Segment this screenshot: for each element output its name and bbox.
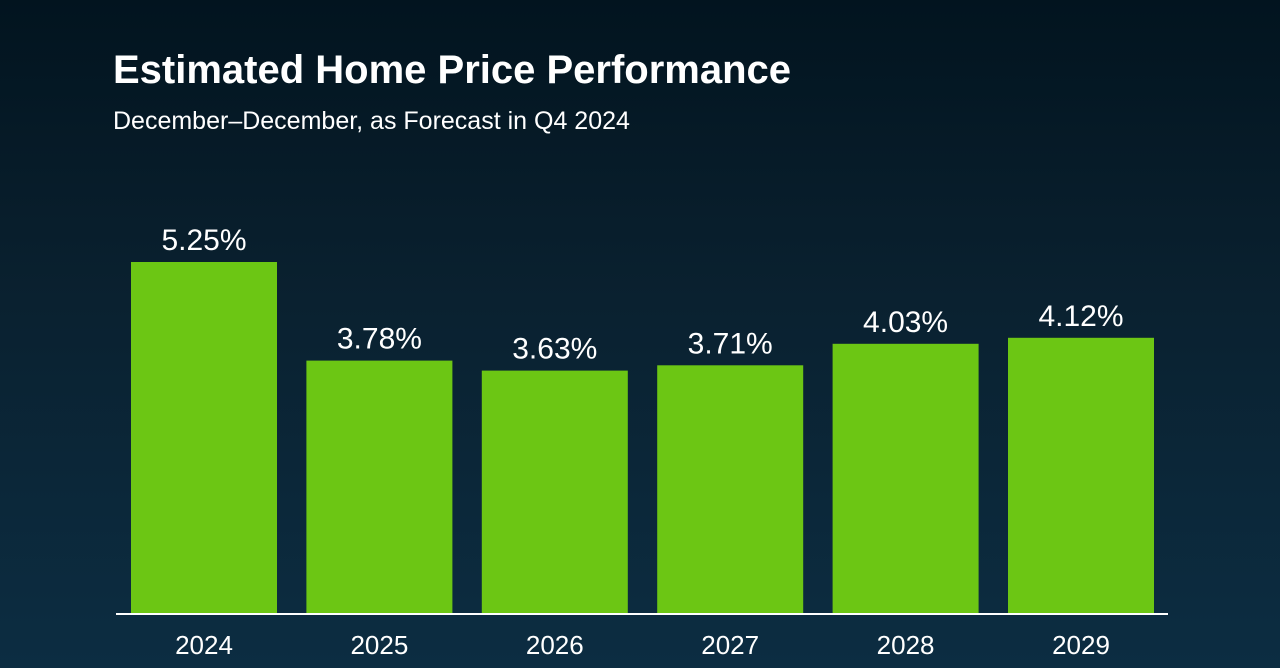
value-label-2026: 3.63% xyxy=(512,333,597,366)
bar-2024 xyxy=(131,262,277,614)
value-label-2028: 4.03% xyxy=(863,306,948,339)
bar-2026 xyxy=(481,370,628,614)
bars-group xyxy=(131,262,1154,614)
category-labels-group: 2024 2025 2026 2027 2028 2029 xyxy=(175,630,1110,660)
value-labels-group: 5.25% 3.78% 3.63% 3.71% 4.03% 4.12% xyxy=(161,224,1123,366)
value-label-2027: 3.71% xyxy=(688,327,773,360)
bar-2029 xyxy=(1008,337,1154,614)
value-label-2029: 4.12% xyxy=(1038,300,1123,333)
value-label-2025: 3.78% xyxy=(337,323,422,356)
bar-2027 xyxy=(657,365,804,614)
chart-title: Estimated Home Price Performance xyxy=(113,48,792,92)
bar-2028 xyxy=(832,343,979,614)
bar-2025 xyxy=(306,360,453,614)
category-label-2025: 2025 xyxy=(350,630,408,660)
category-label-2026: 2026 xyxy=(526,630,584,660)
category-label-2027: 2027 xyxy=(701,630,759,660)
value-label-2024: 5.25% xyxy=(161,224,246,257)
category-label-2029: 2029 xyxy=(1052,630,1110,660)
category-label-2024: 2024 xyxy=(175,630,233,660)
chart-subtitle: December–December, as Forecast in Q4 202… xyxy=(113,107,630,135)
category-label-2028: 2028 xyxy=(877,630,935,660)
